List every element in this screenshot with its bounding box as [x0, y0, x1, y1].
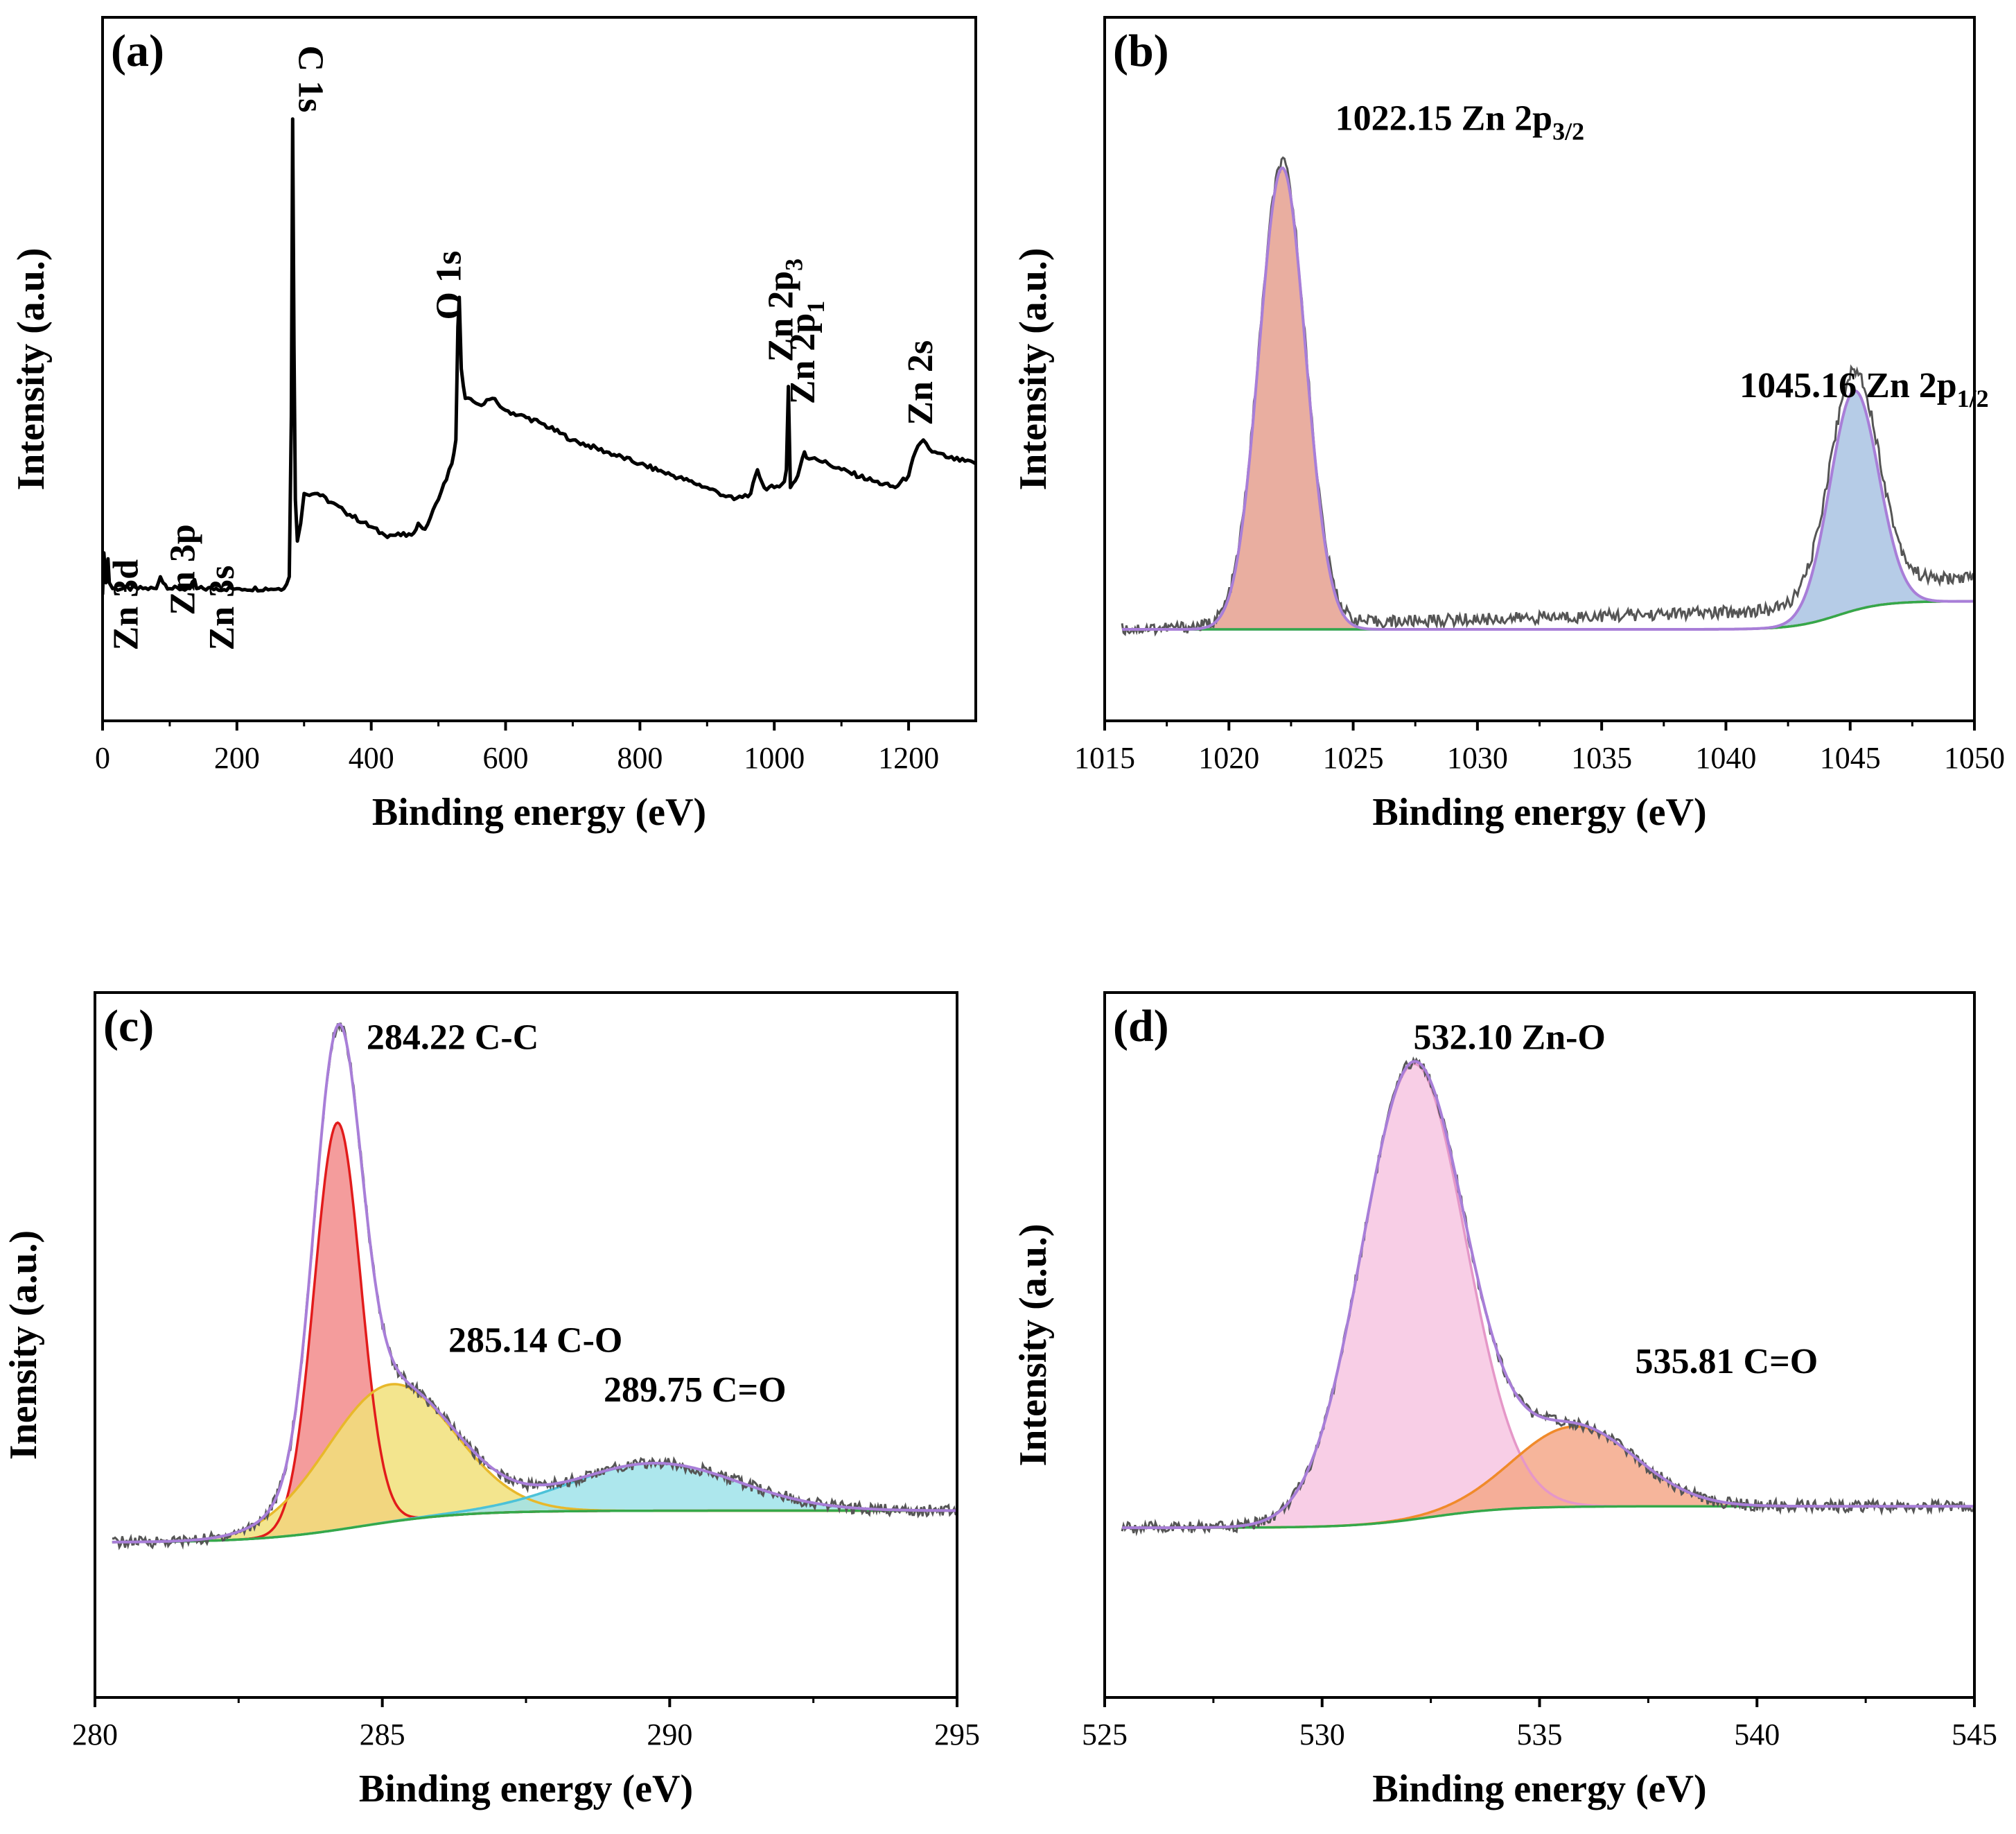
y-axis-title: Intensity (a.u.): [1012, 247, 1055, 490]
x-tick-label: 200: [214, 741, 260, 775]
chart-panel-b: 1015 1020 1025 1030 1035 1040 1045 1050 Binding …: [1012, 16, 2005, 834]
fit-peak-fill-C=O: [112, 1463, 957, 1542]
peak-annotation: C 1s: [291, 46, 331, 113]
annotation-text: 532.10 Zn-O: [1414, 1018, 1606, 1057]
peak-annotation: 535.81 C=O: [1636, 1342, 1818, 1381]
peak-annotation: 284.22 C-C: [367, 1018, 538, 1057]
x-tick-label: 1035: [1571, 741, 1632, 775]
annotation-text: Zn 3d: [106, 559, 146, 651]
peak-annotation: 285.14 C-O: [448, 1321, 622, 1361]
annotation-text: C 1s: [291, 46, 331, 113]
x-tick-label: 400: [349, 741, 394, 775]
annotation-text: 289.75 C=O: [604, 1370, 787, 1410]
annotation-text: 1022.15 Zn 2p: [1335, 98, 1553, 138]
chart-panel-c: 280 285 290 295 Binding energy (eV) Inensity …: [2, 991, 980, 1810]
series-line-survey: [103, 117, 976, 595]
annotation-subscript: 1: [802, 301, 830, 313]
annotation-text: Zn 2p: [783, 313, 823, 405]
x-axis-title: Binding energy (eV): [1372, 1767, 1706, 1810]
x-tick-label: 0: [95, 741, 110, 775]
plot-area: [1121, 156, 1974, 637]
x-tick-label: 545: [1952, 1718, 1997, 1752]
x-tick-label: 800: [617, 741, 663, 775]
x-axis-title: Binding energy (eV): [1372, 791, 1706, 834]
x-tick-label: 1200: [878, 741, 939, 775]
x-tick-label: 1040: [1695, 741, 1756, 775]
annotation-subscript: 3/2: [1552, 117, 1584, 145]
raw-data-line: [1121, 1056, 1974, 1537]
panel-label: (c): [103, 1001, 154, 1051]
peak-annotation: Zn 3s: [202, 566, 242, 651]
x-tick-label: 1000: [744, 741, 805, 775]
annotation-text: Zn 2s: [901, 340, 940, 426]
y-axis-title: Intensity (a.u.): [1012, 1223, 1055, 1466]
peak-annotation: O 1s: [430, 251, 469, 320]
peak-annotation: Zn 3p: [163, 524, 202, 615]
fit-peak-line-C-O: [112, 1383, 957, 1544]
x-tick-label: 525: [1082, 1718, 1128, 1752]
x-tick-label: 600: [483, 741, 529, 775]
peak-annotation: Zn 3d: [106, 559, 146, 651]
annotation-text: Zn 3s: [202, 566, 242, 651]
x-axis-title: Binding energy (eV): [372, 791, 706, 834]
panel-label: (a): [111, 26, 164, 76]
x-axis-title: Binding energy (eV): [359, 1767, 693, 1810]
x-tick-label: 290: [647, 1718, 692, 1752]
raw-data-line: [112, 1022, 957, 1551]
peak-annotation: 289.75 C=O: [604, 1370, 787, 1410]
background-line: [112, 1509, 957, 1544]
annotation-text: 285.14 C-O: [448, 1321, 622, 1361]
fit-peak-fill-Zn 2p3/2: [1122, 168, 1974, 629]
y-axis-title: Intensity (a.u.): [10, 247, 53, 490]
chart-panel-a: 0 200 400 600 800 1000 1200 Binding energy (eV)…: [10, 16, 977, 834]
x-tick-label: 285: [360, 1718, 405, 1752]
panel-label: (b): [1113, 26, 1169, 76]
y-axis-title: Inensity (a.u.): [2, 1230, 45, 1460]
peak-annotation: 1045.16 Zn 2p1/2: [1739, 366, 1989, 412]
x-tick-label: 1025: [1323, 741, 1384, 775]
x-tick-label: 280: [72, 1718, 118, 1752]
chart-panel-d: 525 530 535 540 545 Binding energy (eV) Intens…: [1012, 991, 1997, 1810]
plot-frame: [101, 16, 977, 722]
x-tick-label: 1030: [1447, 741, 1508, 775]
fit-peak-fill-C=O: [1122, 1426, 1974, 1528]
x-tick-label: 1020: [1198, 741, 1259, 775]
envelope-line: [112, 1022, 957, 1544]
x-tick-label: 535: [1517, 1718, 1563, 1752]
annotation-text: 1045.16 Zn 2p: [1739, 366, 1957, 405]
plot-area: [112, 1022, 957, 1551]
x-tick-label: 1045: [1820, 741, 1881, 775]
annotation-text: Zn 3p: [163, 524, 202, 615]
annotation-text: O 1s: [430, 251, 469, 320]
annotation-subscript: 3: [780, 259, 807, 271]
peak-annotation: 1022.15 Zn 2p3/2: [1335, 98, 1585, 145]
annotation-subscript: 1/2: [1957, 385, 1989, 412]
peak-annotation: Zn 2s: [901, 340, 940, 426]
x-tick-label: 1050: [1944, 741, 2005, 775]
plot-area: [1121, 1056, 1974, 1537]
annotation-text: 284.22 C-C: [367, 1018, 538, 1057]
annotation-text: 535.81 C=O: [1636, 1342, 1818, 1381]
panel-label: (d): [1113, 1001, 1169, 1051]
fit-peak-fill-Zn-O: [1122, 1064, 1974, 1528]
envelope-line: [1122, 166, 1974, 631]
x-tick-label: 295: [934, 1718, 980, 1752]
envelope-line: [1122, 1060, 1974, 1530]
peak-annotation: Zn 2p3: [761, 259, 807, 363]
fit-peak-fill-C-C: [112, 1122, 957, 1542]
x-tick-label: 540: [1734, 1718, 1780, 1752]
fit-peak-fill-C-O: [112, 1384, 957, 1542]
plot-frame: [1103, 991, 1976, 1699]
annotation-text: Zn 2p: [761, 271, 800, 363]
x-tick-label: 530: [1299, 1718, 1345, 1752]
peak-annotation: 532.10 Zn-O: [1414, 1018, 1606, 1057]
plot-area: [103, 117, 976, 595]
x-tick-label: 1015: [1074, 741, 1135, 775]
peak-annotation: Zn 2p1: [783, 301, 830, 405]
